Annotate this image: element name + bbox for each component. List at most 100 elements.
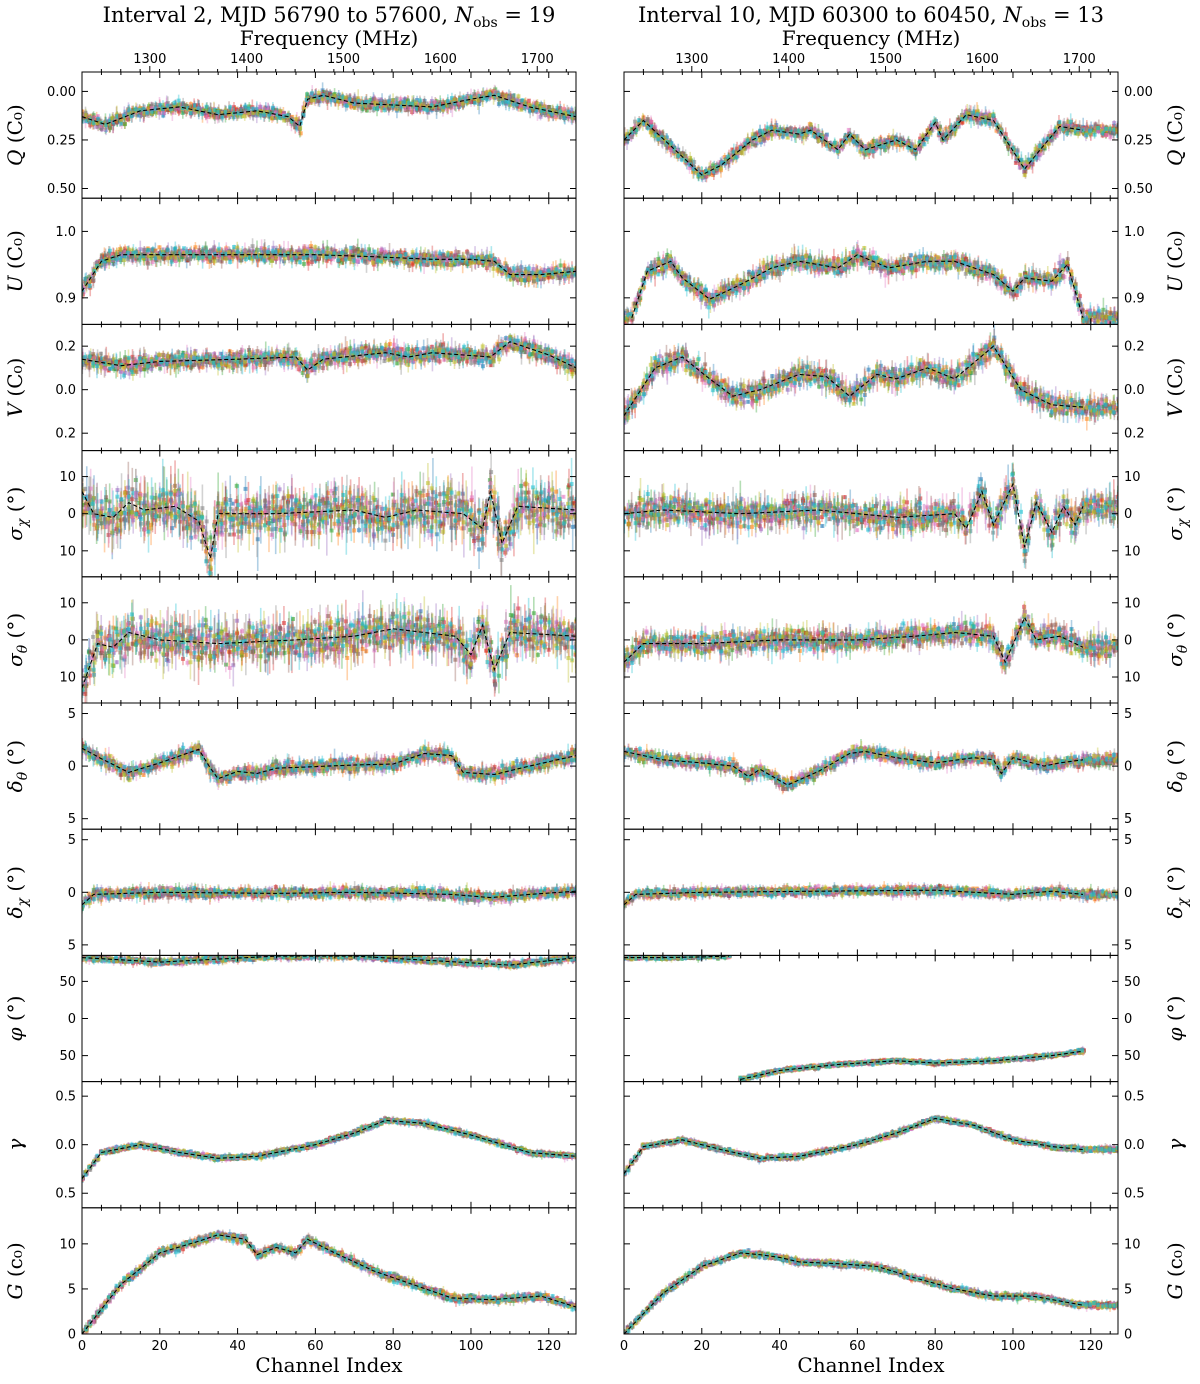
data-point [122, 116, 127, 121]
data-point [168, 107, 173, 112]
data-point [224, 251, 229, 256]
data-point [569, 107, 574, 112]
data-point [118, 247, 123, 252]
data-point [111, 251, 116, 256]
data-point [382, 107, 387, 112]
data-point [281, 116, 286, 121]
data-point [298, 131, 303, 136]
data-point [107, 118, 112, 123]
data-point [134, 255, 139, 260]
data-point [484, 97, 489, 102]
data-point [351, 248, 356, 253]
data-point [337, 95, 342, 100]
data-point [282, 259, 287, 264]
data-point [507, 100, 512, 105]
data-point [414, 259, 419, 264]
data-point [528, 108, 533, 113]
data-point [235, 245, 240, 250]
data-point [372, 106, 377, 111]
data-point [445, 103, 450, 108]
data-point [423, 253, 428, 258]
data-point [196, 255, 201, 260]
data-point [450, 99, 455, 104]
data-point [418, 262, 423, 267]
data-point [378, 250, 383, 255]
data-point [495, 90, 500, 95]
data-point [523, 270, 528, 275]
data-point [242, 248, 247, 253]
data-point [499, 268, 504, 273]
data-point [534, 108, 539, 113]
data-point [360, 248, 365, 253]
data-point [267, 255, 272, 260]
data-point [181, 101, 186, 106]
data-point [515, 273, 520, 278]
data-point [347, 94, 352, 99]
data-point [250, 257, 255, 262]
data-point [301, 112, 306, 117]
data-point [570, 115, 575, 120]
data-point [399, 101, 404, 106]
data-point [547, 109, 552, 114]
data-point [157, 245, 162, 250]
data-point [176, 108, 181, 113]
data-point [88, 114, 93, 119]
data-point [226, 250, 231, 255]
data-point [332, 93, 337, 98]
data-point [88, 118, 93, 123]
data-point [255, 247, 260, 252]
data-point [129, 110, 134, 115]
data-point [399, 104, 404, 109]
data-point [340, 260, 345, 265]
data-point [158, 251, 163, 256]
data-point [344, 255, 349, 260]
data-point [209, 258, 214, 263]
data-point [204, 256, 209, 261]
data-point [317, 256, 322, 261]
data-point [207, 109, 212, 114]
data-point [410, 262, 415, 267]
top-x-tick-label: 1500 [327, 52, 360, 67]
data-point [243, 107, 248, 112]
data-point [519, 107, 524, 112]
data-point [290, 114, 295, 119]
data-point [153, 256, 158, 261]
data-point [414, 101, 419, 106]
data-point [184, 110, 189, 115]
data-point [142, 247, 147, 252]
data-point [188, 250, 193, 255]
data-point [351, 246, 356, 251]
data-point [302, 249, 307, 254]
data-point [367, 250, 372, 255]
data-point [90, 116, 95, 121]
data-point [411, 257, 416, 262]
data-point [138, 247, 143, 252]
data-point [407, 263, 412, 268]
data-point [306, 258, 311, 263]
data-point [254, 107, 259, 112]
data-point [243, 257, 248, 262]
data-point [277, 256, 282, 261]
data-point [211, 255, 216, 260]
data-point [449, 251, 454, 256]
data-point [363, 103, 368, 108]
y-tick-label: 0.00 [47, 85, 76, 100]
data-point [492, 89, 497, 94]
data-point [135, 112, 140, 117]
data-point [324, 258, 329, 263]
data-point [367, 255, 372, 260]
data-point [422, 262, 427, 267]
data-point [500, 96, 505, 101]
data-point [297, 255, 302, 260]
data-point [165, 247, 170, 252]
data-point [126, 117, 131, 122]
data-point [503, 268, 508, 273]
data-point [164, 251, 169, 256]
data-point [332, 248, 337, 253]
data-point [511, 102, 516, 107]
data-point [379, 255, 384, 260]
data-point [457, 260, 462, 265]
data-point [425, 262, 430, 267]
top-x-tick-label: 1300 [133, 52, 166, 67]
data-point [500, 92, 505, 97]
